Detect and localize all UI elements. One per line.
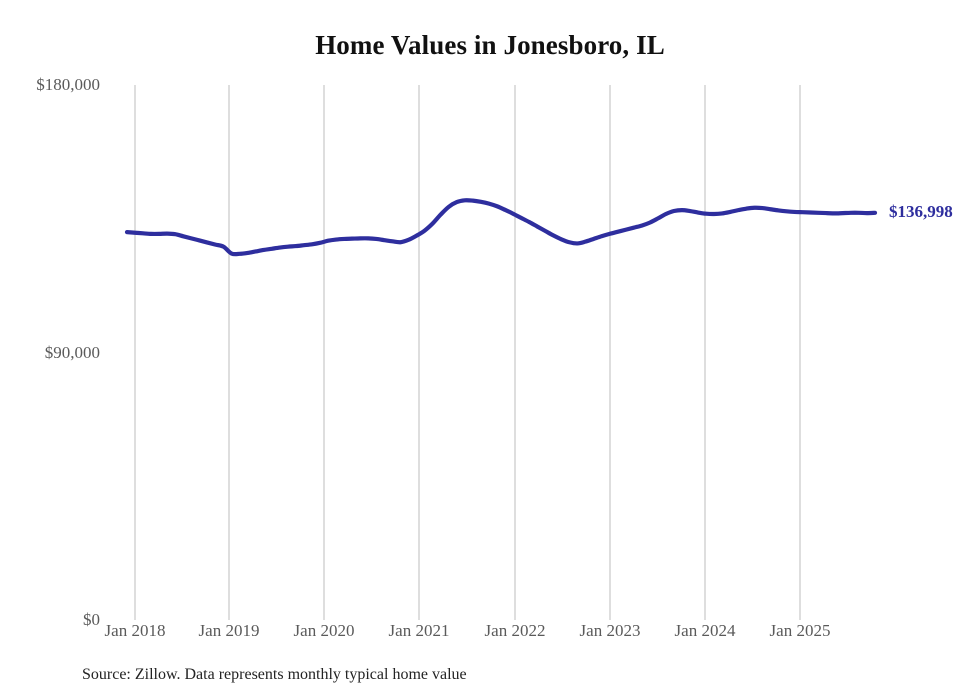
ytick-label-90000: $90,000 bbox=[44, 343, 100, 362]
page-title: Home Values in Jonesboro, IL bbox=[315, 30, 665, 60]
ytick-label-0: $0 bbox=[83, 610, 100, 629]
xtick-label-jan-2023: Jan 2023 bbox=[579, 621, 641, 640]
xtick-label-jan-2021: Jan 2021 bbox=[388, 621, 450, 640]
xtick-label-jan-2018: Jan 2018 bbox=[104, 621, 166, 640]
end-value-annotation: $136,998 bbox=[889, 201, 953, 221]
gridlines bbox=[134, 85, 801, 620]
series-line-typical-home-value bbox=[124, 198, 878, 257]
xtick-label-jan-2019: Jan 2019 bbox=[198, 621, 260, 640]
xtick-label-jan-2024: Jan 2024 bbox=[674, 621, 736, 640]
xtick-label-jan-2022: Jan 2022 bbox=[484, 621, 546, 640]
source-note: Source: Zillow. Data represents monthly … bbox=[82, 666, 467, 683]
ytick-label-180000: $180,000 bbox=[36, 75, 100, 94]
xtick-label-jan-2025: Jan 2025 bbox=[769, 621, 831, 640]
xtick-label-jan-2020: Jan 2020 bbox=[293, 621, 355, 640]
